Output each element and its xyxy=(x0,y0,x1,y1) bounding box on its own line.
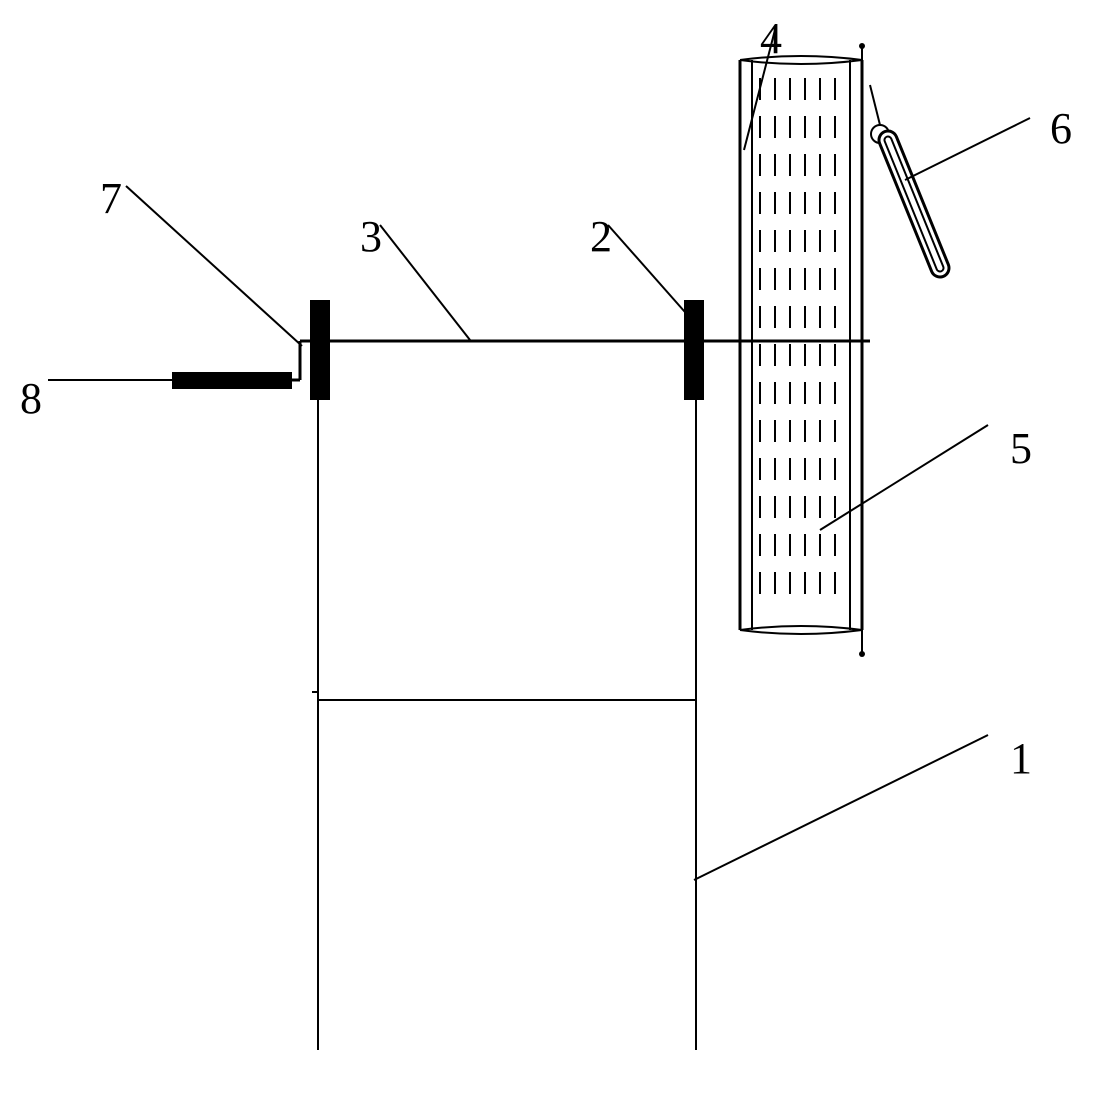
pendulum xyxy=(870,85,940,268)
callout-label-8: 8 xyxy=(20,374,42,423)
bearings xyxy=(310,300,704,400)
labels: 1 2 3 4 5 6 7 8 xyxy=(20,14,1072,880)
callout-label-4: 4 xyxy=(760,14,782,63)
leader-3 xyxy=(380,225,470,340)
leader-5 xyxy=(820,425,988,530)
spool-hatching xyxy=(760,78,835,594)
leader-6 xyxy=(905,118,1030,180)
leader-7 xyxy=(126,186,302,346)
bearing-left xyxy=(310,300,330,400)
callout-label-3: 3 xyxy=(360,212,382,261)
callout-label-6: 6 xyxy=(1050,104,1072,153)
crank-handle xyxy=(172,372,292,389)
spool xyxy=(740,43,865,657)
leader-1 xyxy=(694,735,988,880)
leader-2 xyxy=(608,225,692,320)
callout-label-7: 7 xyxy=(100,174,122,223)
callout-label-5: 5 xyxy=(1010,424,1032,473)
callout-label-2: 2 xyxy=(590,212,612,261)
callout-label-1: 1 xyxy=(1010,734,1032,783)
technical-diagram: 1 2 3 4 5 6 7 8 xyxy=(0,0,1109,1104)
stand-frame xyxy=(312,348,696,1050)
shaft-assembly xyxy=(172,341,870,389)
